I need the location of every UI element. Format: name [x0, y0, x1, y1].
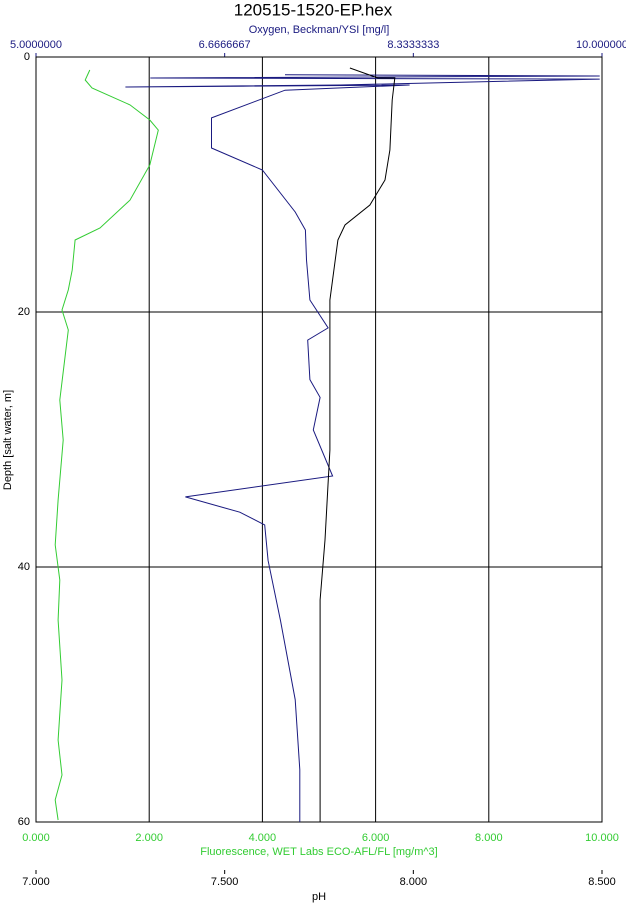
- chart-title: 120515-1520-EP.hex: [234, 0, 393, 19]
- profile-line: [54, 69, 159, 821]
- y-tick-label: 0: [24, 51, 30, 63]
- y-axis-label: Depth [salt water, m]: [2, 390, 14, 490]
- x-tick-label: 6.000: [362, 832, 390, 844]
- x-tick-label: 4.000: [249, 832, 277, 844]
- profile-line: [319, 67, 396, 822]
- y-tick-label: 60: [18, 816, 30, 828]
- x-axis-label: Fluorescence, WET Labs ECO-AFL/FL [mg/m^…: [200, 846, 437, 858]
- x-tick-label: 8.000: [475, 832, 503, 844]
- x-tick-label: 5.0000000: [10, 39, 62, 51]
- x-tick-label: 8.3333333: [387, 39, 439, 51]
- x-tick-label: 10.000000: [576, 39, 626, 51]
- profile-line: [125, 74, 600, 822]
- x-axis-label: Oxygen, Beckman/YSI [mg/l]: [249, 24, 390, 36]
- x-tick-label: 7.500: [211, 876, 239, 888]
- x-tick-label: 2.000: [135, 832, 163, 844]
- x-axis-label: pH: [312, 891, 326, 903]
- y-tick-label: 20: [18, 306, 30, 318]
- y-tick-label: 40: [18, 561, 30, 573]
- x-tick-label: 8.500: [588, 876, 616, 888]
- x-tick-label: 7.000: [22, 876, 50, 888]
- x-tick-label: 8.000: [400, 876, 428, 888]
- plot-border: [35, 56, 603, 823]
- x-tick-label: 10.000: [585, 832, 619, 844]
- x-tick-label: 0.000: [22, 832, 50, 844]
- x-tick-label: 6.6666667: [199, 39, 251, 51]
